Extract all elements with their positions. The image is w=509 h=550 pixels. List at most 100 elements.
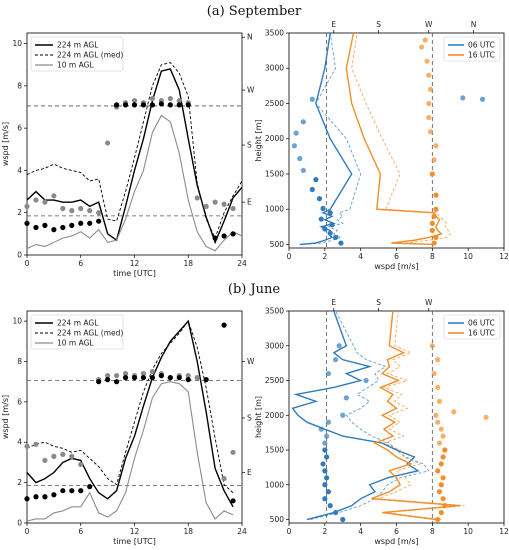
jun-ts-dot-black-12	[131, 375, 138, 381]
sep-ts-dot-black-9	[113, 102, 120, 108]
sep-prof-dir-label-1: S	[376, 20, 381, 29]
jun-ts-dot-gray-4	[60, 451, 66, 457]
jun-ts-dot-black-11	[122, 375, 129, 381]
jun-prof-series-0-point-12	[324, 433, 330, 439]
sep-prof-series-0-point-7	[320, 205, 326, 212]
sep-ts-dot-gray-19	[194, 195, 200, 201]
sep-prof-series-0-point-10	[313, 177, 319, 183]
sep-ts-dot-black-8	[96, 218, 102, 224]
jun-ts-dot-black-19	[203, 377, 209, 383]
jun-ts-dot-black-0	[24, 496, 30, 502]
sep-ts-dot-gray-9	[105, 140, 111, 146]
jun-prof-series-0-point-18	[325, 370, 332, 377]
sep-ts-dot-black-14	[158, 101, 164, 107]
sep-ts-dot-black-17	[185, 102, 191, 108]
sep-prof-series-1-point-16	[418, 44, 425, 50]
sep-ts-dot-black-15	[167, 102, 173, 108]
sep-prof-series-0-point-6	[327, 210, 333, 216]
sep-ts-dot-black-19	[221, 233, 227, 239]
jun-prof-dir-label-0: E	[331, 298, 336, 307]
jun-prof-series-1-point-15	[433, 412, 439, 418]
jun-prof-series-0-point-20	[336, 343, 342, 349]
sep-ts-dir-label-0: N	[247, 33, 253, 42]
sep-prof-series-1-point-6	[433, 192, 439, 198]
sep-ts-ytick-label-1: 2	[17, 208, 22, 217]
sep-ts-dot-black-0	[24, 220, 30, 226]
jun-prof-series-0-point-7	[322, 468, 328, 474]
sep-prof-legend-label-0: 06 UTC	[468, 41, 495, 50]
panel-title-june: (b) June	[228, 282, 281, 297]
jun-prof-series-1-median	[371, 310, 460, 521]
sep-prof-series-0-point-13	[291, 143, 297, 149]
jun-prof-series-1-point-1	[438, 509, 444, 516]
sep-ts-dot-black-11	[131, 102, 138, 108]
jun-ts-dot-black-15	[158, 373, 164, 379]
jun-prof-ylabel: height [m]	[254, 396, 263, 438]
jun-ts-xtick-label-1: 6	[78, 527, 83, 536]
jun-prof-series-1-faded	[378, 310, 465, 520]
sep-prof-series-1-point-11	[426, 114, 432, 121]
sep-ts-dot-black-6	[78, 220, 84, 226]
jun-ts-ytick-label-0: 0	[17, 519, 22, 528]
sep-prof-ytick-label-6: 3500	[265, 29, 284, 38]
sep-ts-ylabel: wspd [m/s]	[1, 122, 10, 166]
sep-ts-dot-gray-8	[96, 210, 102, 216]
sep-prof-xlabel: wspd [m/s]	[374, 262, 418, 271]
jun-prof-series-1-point-11	[436, 440, 443, 446]
jun-ts-series-1	[26, 320, 234, 494]
sep-prof-series-1-point-0	[431, 240, 437, 246]
jun-prof-legend-label-1: 16 UTC	[468, 329, 495, 338]
jun-prof-series-1-point-0	[435, 516, 441, 523]
sep-prof-legend-label-1: 16 UTC	[468, 51, 495, 60]
sep-prof-series-1-median	[345, 32, 443, 246]
jun-ts-dot-gray-17	[185, 373, 191, 379]
jun-ts-legend-label-2: 10 m AGL	[57, 339, 94, 348]
sep-ts-dot-gray-21	[212, 199, 218, 205]
jun-prof-series-1-point-22	[429, 343, 435, 349]
jun-prof-ytick-label-3: 2000	[265, 411, 284, 420]
jun-ts-xtick-label-2: 12	[130, 527, 140, 536]
sep-ts-ytick-label-4: 8	[17, 81, 22, 90]
sep-ts-dot-gray-20	[203, 203, 209, 209]
jun-ts-dot-black-4	[60, 488, 66, 494]
jun-prof-series-0-point-3	[322, 496, 328, 502]
sep-prof-series-0-point-12	[297, 155, 303, 162]
jun-ts-dot-black-10	[113, 379, 120, 385]
sep-prof-series-1-point-15	[424, 58, 430, 64]
sep-ts-dot-black-3	[51, 227, 57, 233]
sep-ts-series-0	[26, 68, 243, 245]
jun-ts-dot-gray-13	[149, 368, 156, 375]
sep-prof-series-0-point-15	[300, 119, 306, 125]
jun-prof-series-0-point-16	[343, 395, 349, 401]
sep-ts-dot-gray-12	[131, 98, 138, 104]
sep-prof-ylabel: height [m]	[254, 119, 263, 161]
sep-ts-dir-label-2: S	[247, 141, 252, 150]
sep-prof-dir-label-0: E	[331, 20, 336, 29]
sep-ts-legend-label-0: 224 m AGL	[57, 41, 99, 50]
jun-prof-series-1-point-6	[440, 475, 446, 481]
jun-ts-dot-black-2	[42, 494, 48, 500]
sep-prof-ytick-label-5: 3000	[265, 64, 284, 73]
jun-prof-series-0-point-10	[322, 447, 328, 453]
sep-ts-dir-label-3: E	[247, 198, 252, 207]
sep-prof-series-1-point-1	[433, 234, 439, 241]
jun-prof-series-1-point-10	[442, 447, 448, 453]
jun-prof-series-1-point-21	[435, 357, 441, 363]
sep-prof-ytick-label-3: 2000	[265, 134, 284, 143]
sep-ts-dot-black-1	[33, 224, 39, 231]
jun-ts-ytick-label-1: 2	[17, 478, 22, 487]
jun-prof-xtick-label-6: 12	[499, 527, 509, 536]
jun-ts-dot-black-3	[51, 492, 57, 498]
jun-ts-ylabel: wspd [m/s]	[1, 395, 10, 439]
sep-ts-dot-black-7	[87, 220, 93, 226]
sep-prof-series-1-point-4	[431, 213, 437, 219]
jun-prof-series-1-point-18	[436, 398, 443, 404]
jun-ts-dot-gray-9	[113, 373, 120, 379]
jun-prof-series-1-point-7	[435, 468, 441, 474]
sep-prof-series-0-point-5	[318, 216, 324, 222]
sep-ts-xtick-label-4: 24	[237, 259, 247, 268]
jun-prof-series-1-point-17	[451, 409, 457, 415]
sep-ts-dir-label-1: W	[247, 86, 255, 95]
jun-prof-series-1-point-2	[442, 503, 448, 509]
jun-ts-dot-black-14	[149, 375, 156, 381]
